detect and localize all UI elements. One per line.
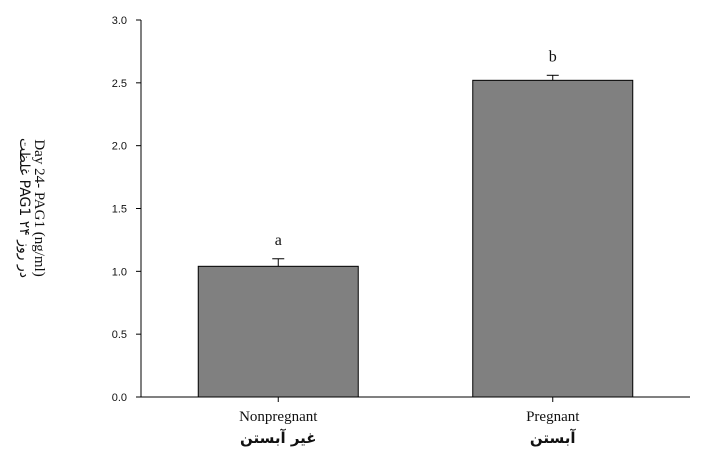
y-axis-label: Day 24- PAG1 (ng/ml)	[31, 139, 47, 276]
bars-group: ab	[197, 48, 634, 398]
x-tick-label-persian: غیر آبستن	[240, 429, 317, 447]
significance-label: a	[275, 232, 282, 249]
significance-label: b	[549, 48, 557, 65]
x-axis: Nonpregnant غیر آبستن Pregnant آبستن	[141, 396, 690, 447]
y-tick-label: 3.0	[112, 15, 127, 27]
y-tick-label: 2.0	[112, 141, 127, 153]
y-tick-label: 2.5	[112, 78, 127, 90]
bar-nonpregnant	[197, 265, 359, 398]
y-axis-label-persian: غلظت PAG1 در روز ۲۴	[16, 138, 32, 278]
bar-pregnant	[472, 79, 634, 398]
y-tick-label: 1.0	[112, 266, 127, 278]
x-tick-label: Pregnant	[526, 409, 580, 425]
y-tick-label: 0.5	[112, 329, 127, 341]
x-tick-label-persian: آبستن	[530, 429, 577, 447]
x-tick-label: Nonpregnant	[239, 409, 318, 425]
y-tick-label: 0.0	[112, 392, 127, 404]
y-tick-label: 1.5	[112, 204, 127, 216]
y-axis: 0.0 0.5 1.0 1.5 2.0 2.5 3.0	[112, 15, 142, 404]
